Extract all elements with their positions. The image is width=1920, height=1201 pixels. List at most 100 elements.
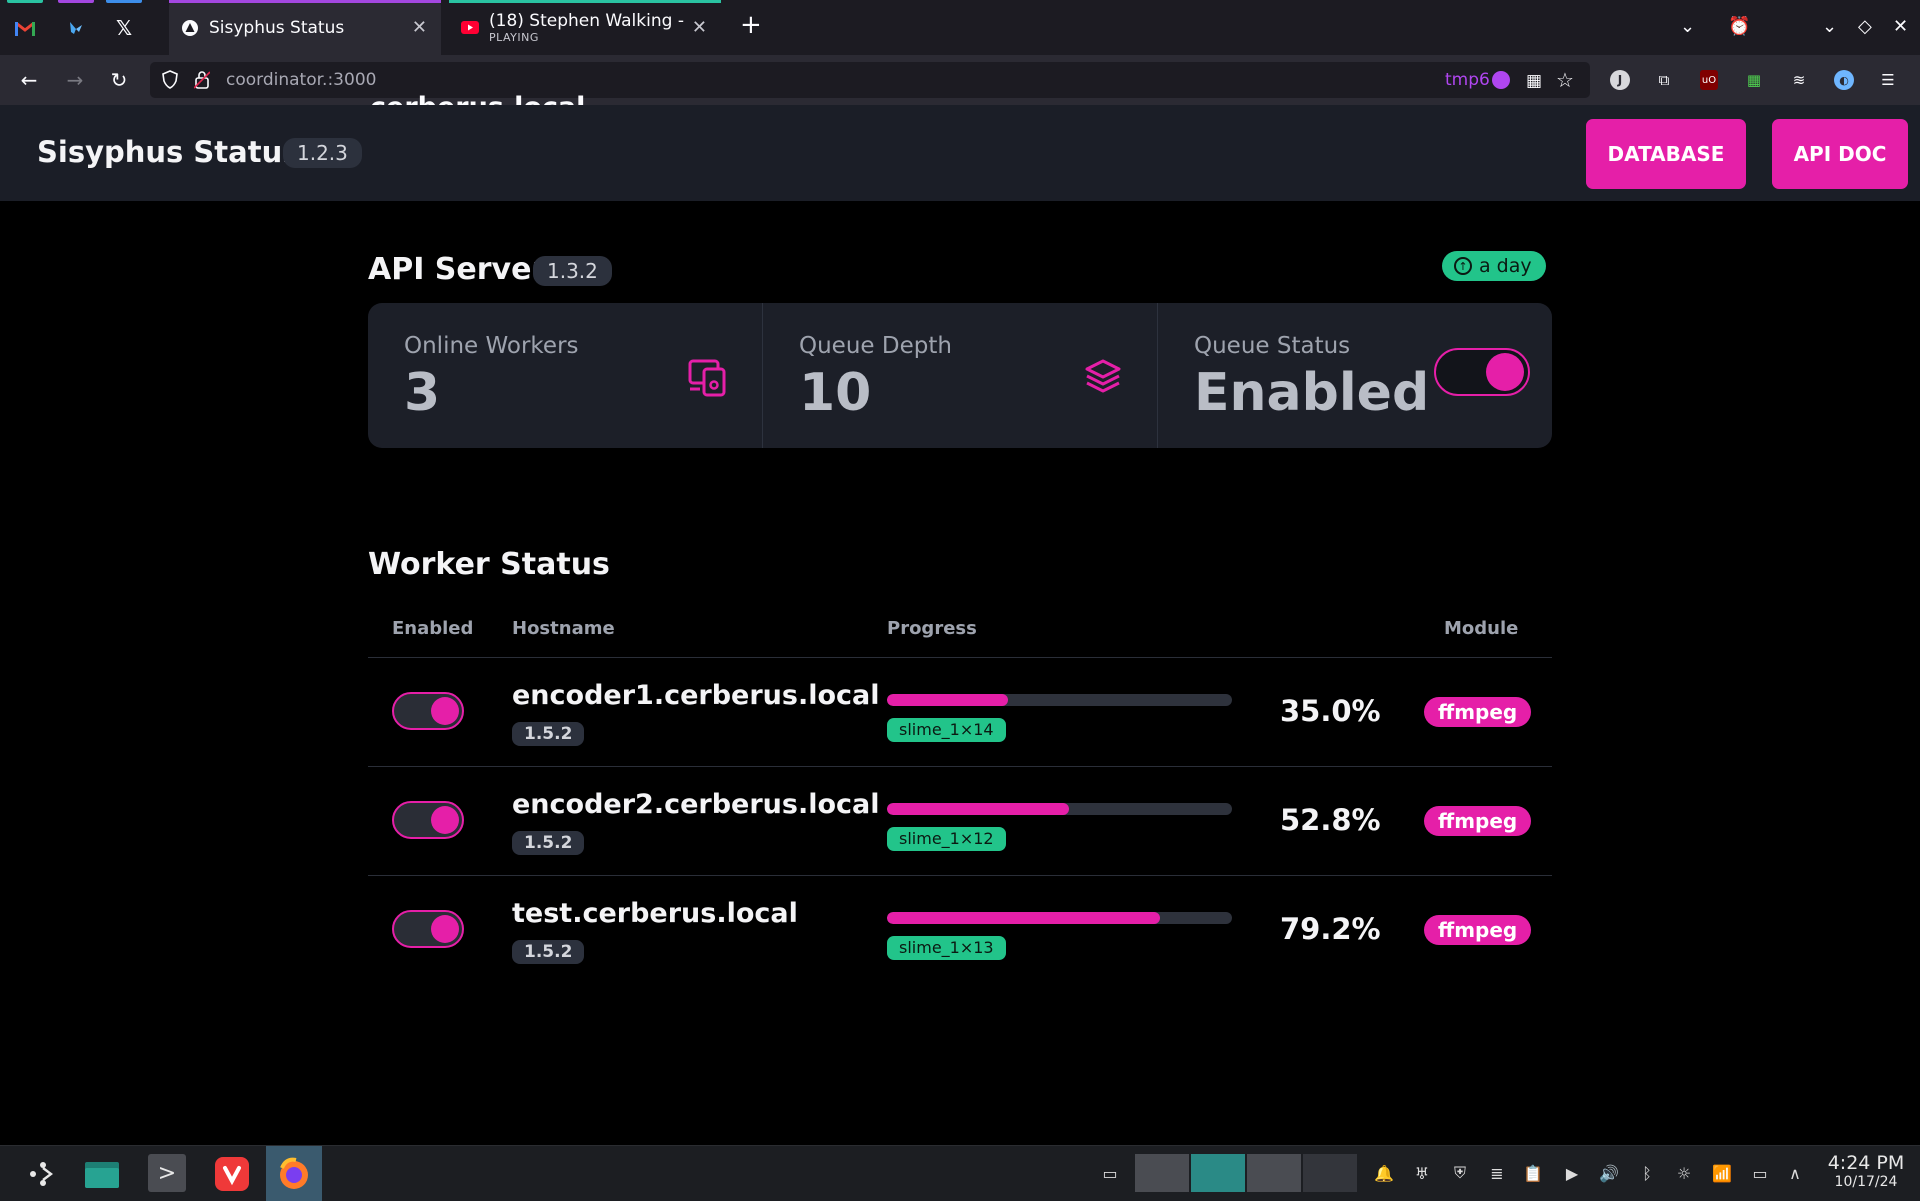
app-version-badge: 1.2.3 <box>283 138 362 168</box>
app-header: Sisyphus Status 1.2.3 DATABASE API DOC <box>0 105 1920 201</box>
progress-percent: 35.0% <box>1280 694 1381 728</box>
app-launcher-icon[interactable] <box>22 1154 62 1194</box>
app-title: Sisyphus Status <box>37 135 300 169</box>
volume-icon[interactable]: 🔊 <box>1599 1163 1619 1183</box>
bluetooth-icon[interactable]: ᛒ <box>1642 1163 1652 1183</box>
database-button[interactable]: DATABASE <box>1586 119 1746 189</box>
minimize-icon[interactable]: ⌄ <box>1822 16 1838 37</box>
toggle-knob <box>431 697 459 725</box>
pinned-tab-x[interactable]: 𝕏 <box>101 0 147 55</box>
container-dot-icon <box>1492 71 1510 89</box>
kde-connect-icon[interactable]: ♅ <box>1414 1163 1430 1183</box>
uptime-badge: ↑ a day <box>1442 251 1546 281</box>
qr-grid-icon[interactable]: ▦ <box>1526 71 1543 91</box>
new-grid-extension-icon[interactable]: ▦ <box>1746 71 1762 89</box>
maximize-icon[interactable]: ◇ <box>1858 16 1872 37</box>
stat-label: Queue Depth <box>799 333 952 359</box>
security-shield-icon[interactable]: ⛨ <box>1453 1163 1466 1182</box>
stat-label: Queue Status <box>1194 333 1351 359</box>
brightness-icon[interactable]: ☼ <box>1676 1163 1692 1183</box>
worker-hostname: test.cerberus.local <box>512 898 798 929</box>
tab-youtube[interactable]: (18) Stephen Walking - Glid PLAYING ✕ <box>449 0 721 55</box>
pinned-tab-bluesky[interactable] <box>53 0 99 55</box>
wifi-icon[interactable]: 📶 <box>1712 1163 1732 1183</box>
tray-expand-icon[interactable]: ∧ <box>1789 1163 1801 1183</box>
virtual-desktop-4[interactable] <box>1303 1154 1357 1192</box>
api-server-title: API Server <box>368 252 547 287</box>
storage-icon[interactable]: ≣ <box>1490 1163 1504 1183</box>
tab-sisyphus-status[interactable]: Sisyphus Status ✕ <box>169 0 441 55</box>
gmail-icon <box>15 21 35 36</box>
table-row: encoder1.cerberus.local 1.5.2 slime_1×14… <box>368 658 1552 767</box>
close-window-icon[interactable]: ✕ <box>1893 16 1909 37</box>
terminal-icon[interactable]: > <box>148 1154 186 1192</box>
close-tab-icon[interactable]: ✕ <box>691 17 707 38</box>
worker-version-badge: 1.5.2 <box>512 831 585 855</box>
toggle-knob <box>431 806 459 834</box>
arrow-up-circle-icon: ↑ <box>1454 257 1472 275</box>
tab-indicator <box>106 0 142 3</box>
url-text[interactable]: coordinator.cerberus.local:3000 <box>226 70 585 123</box>
api-doc-button[interactable]: API DOC <box>1772 119 1908 189</box>
close-tab-icon[interactable]: ✕ <box>411 17 427 38</box>
ublock-icon[interactable]: uO <box>1697 68 1721 92</box>
uptime-value: a day <box>1479 255 1532 277</box>
sunglasses-extension-icon[interactable]: ≋ <box>1792 71 1806 89</box>
queue-status-stat: Queue Status Enabled <box>1157 303 1553 448</box>
virtual-desktop-1[interactable] <box>1135 1154 1189 1192</box>
progress-bar-fill <box>887 912 1161 924</box>
bookmark-star-icon[interactable]: ☆ <box>1556 68 1574 92</box>
alarm-icon[interactable]: ⏰ <box>1728 16 1751 37</box>
worker-enabled-toggle[interactable] <box>392 692 464 730</box>
j-extension-icon[interactable]: J <box>1608 68 1632 92</box>
tab-indicator <box>169 0 441 3</box>
battery-icon[interactable]: ▭ <box>1752 1163 1768 1183</box>
queue-enabled-toggle[interactable] <box>1434 348 1530 396</box>
reload-icon[interactable]: ↻ <box>110 68 128 92</box>
worker-hostname: encoder2.cerberus.local <box>512 789 880 820</box>
worker-enabled-toggle[interactable] <box>392 801 464 839</box>
show-desktop-icon[interactable]: ▭ <box>1102 1163 1118 1183</box>
hamburger-menu-icon[interactable]: ☰ <box>1881 71 1895 89</box>
file-manager-icon[interactable] <box>82 1154 122 1194</box>
worker-enabled-toggle[interactable] <box>392 910 464 948</box>
tab-indicator <box>58 0 94 3</box>
stat-value: Enabled <box>1194 363 1430 423</box>
shield-icon[interactable] <box>162 70 178 93</box>
module-badge: ffmpeg <box>1424 697 1532 727</box>
clipboard-icon[interactable]: 📋 <box>1523 1163 1543 1183</box>
module-badge: ffmpeg <box>1424 915 1532 945</box>
module-badge: ffmpeg <box>1424 806 1532 836</box>
new-tab-icon[interactable]: + <box>740 10 762 40</box>
back-icon[interactable]: ← <box>20 68 38 92</box>
lock-icon[interactable] <box>193 70 211 93</box>
progress-bar <box>887 803 1232 815</box>
table-row: test.cerberus.local 1.5.2 slime_1×13 79.… <box>368 876 1552 985</box>
clock-time: 4:24 PM <box>1827 1152 1905 1174</box>
virtual-desktop-3[interactable] <box>1247 1154 1301 1192</box>
firefox-icon[interactable] <box>266 1146 322 1201</box>
container-label[interactable]: tmp6 <box>1445 70 1490 90</box>
stat-label: Online Workers <box>404 333 579 359</box>
column-header-module: Module <box>1444 618 1519 639</box>
url-bar[interactable]: coordinator.cerberus.local:3000 tmp6 ▦ ☆ <box>150 62 1590 123</box>
api-server-version-badge: 1.3.2 <box>533 256 612 286</box>
puzzle-extensions-icon[interactable]: ⧉ <box>1658 71 1670 89</box>
tab-indicator <box>7 0 43 3</box>
notifications-icon[interactable]: 🔔 <box>1374 1163 1394 1183</box>
online-workers-stat: Online Workers 3 <box>368 303 762 448</box>
vpn-extension-icon[interactable]: ◐ <box>1832 68 1856 92</box>
taskbar: > ▭ 🔔 ♅ ⛨ ≣ 📋 ▶ 🔊 ᛒ ☼ 📶 ▭ ∧ 4:24 PM 10/1… <box>0 1145 1920 1201</box>
vivaldi-icon[interactable] <box>212 1154 252 1194</box>
list-all-tabs-icon[interactable]: ⌄ <box>1680 16 1696 37</box>
progress-bar <box>887 912 1232 924</box>
forward-icon[interactable]: → <box>66 68 84 92</box>
devices-icon <box>688 359 726 397</box>
butterfly-icon <box>70 21 82 34</box>
triangle-favicon-icon <box>181 19 199 37</box>
virtual-desktop-2[interactable] <box>1191 1154 1245 1192</box>
tab-title: (18) Stephen Walking - Glid <box>489 11 689 31</box>
clock[interactable]: 4:24 PM 10/17/24 <box>1816 1152 1916 1190</box>
pinned-tab-gmail[interactable] <box>2 0 48 55</box>
media-player-icon[interactable]: ▶ <box>1565 1163 1579 1183</box>
